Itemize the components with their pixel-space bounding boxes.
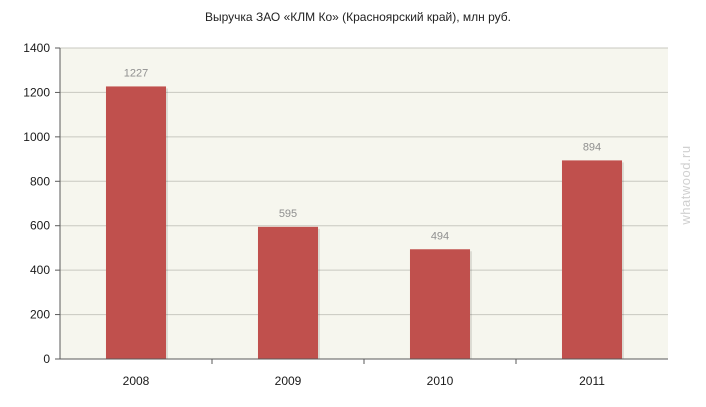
data-label: 595: [279, 208, 297, 220]
x-tick-label: 2011: [579, 374, 605, 388]
axes: [55, 48, 668, 364]
data-label: 894: [583, 141, 601, 153]
y-tick-label: 1000: [23, 130, 50, 144]
data-labels: 1227 595 494 894: [124, 67, 601, 242]
data-label: 494: [431, 230, 449, 242]
y-tick-label: 800: [30, 174, 50, 188]
x-tick-label: 2010: [427, 374, 454, 388]
y-tick-label: 0: [43, 352, 50, 366]
x-tick-label: 2008: [123, 374, 150, 388]
y-tick-label: 600: [30, 219, 50, 233]
data-label: 1227: [124, 67, 148, 79]
x-axis-labels: 2008 2009 2010 2011: [123, 374, 606, 388]
bar-2010: [409, 249, 471, 359]
bar-2008: [105, 86, 167, 359]
bar-2011: [561, 160, 623, 359]
y-tick-label: 1400: [23, 41, 50, 55]
bars: [105, 86, 625, 359]
y-tick-label: 1200: [23, 85, 50, 99]
x-tick-label: 2009: [275, 374, 302, 388]
watermark: whatwood.ru: [678, 145, 693, 225]
y-axis-labels: 0 200 400 600 800 1000 1200 1400: [23, 41, 50, 366]
chart-title: Выручка ЗАО «КЛМ Ко» (Красноярский край)…: [205, 10, 511, 24]
y-tick-label: 200: [30, 308, 50, 322]
bar-2009: [257, 226, 319, 359]
y-tick-label: 400: [30, 263, 50, 277]
